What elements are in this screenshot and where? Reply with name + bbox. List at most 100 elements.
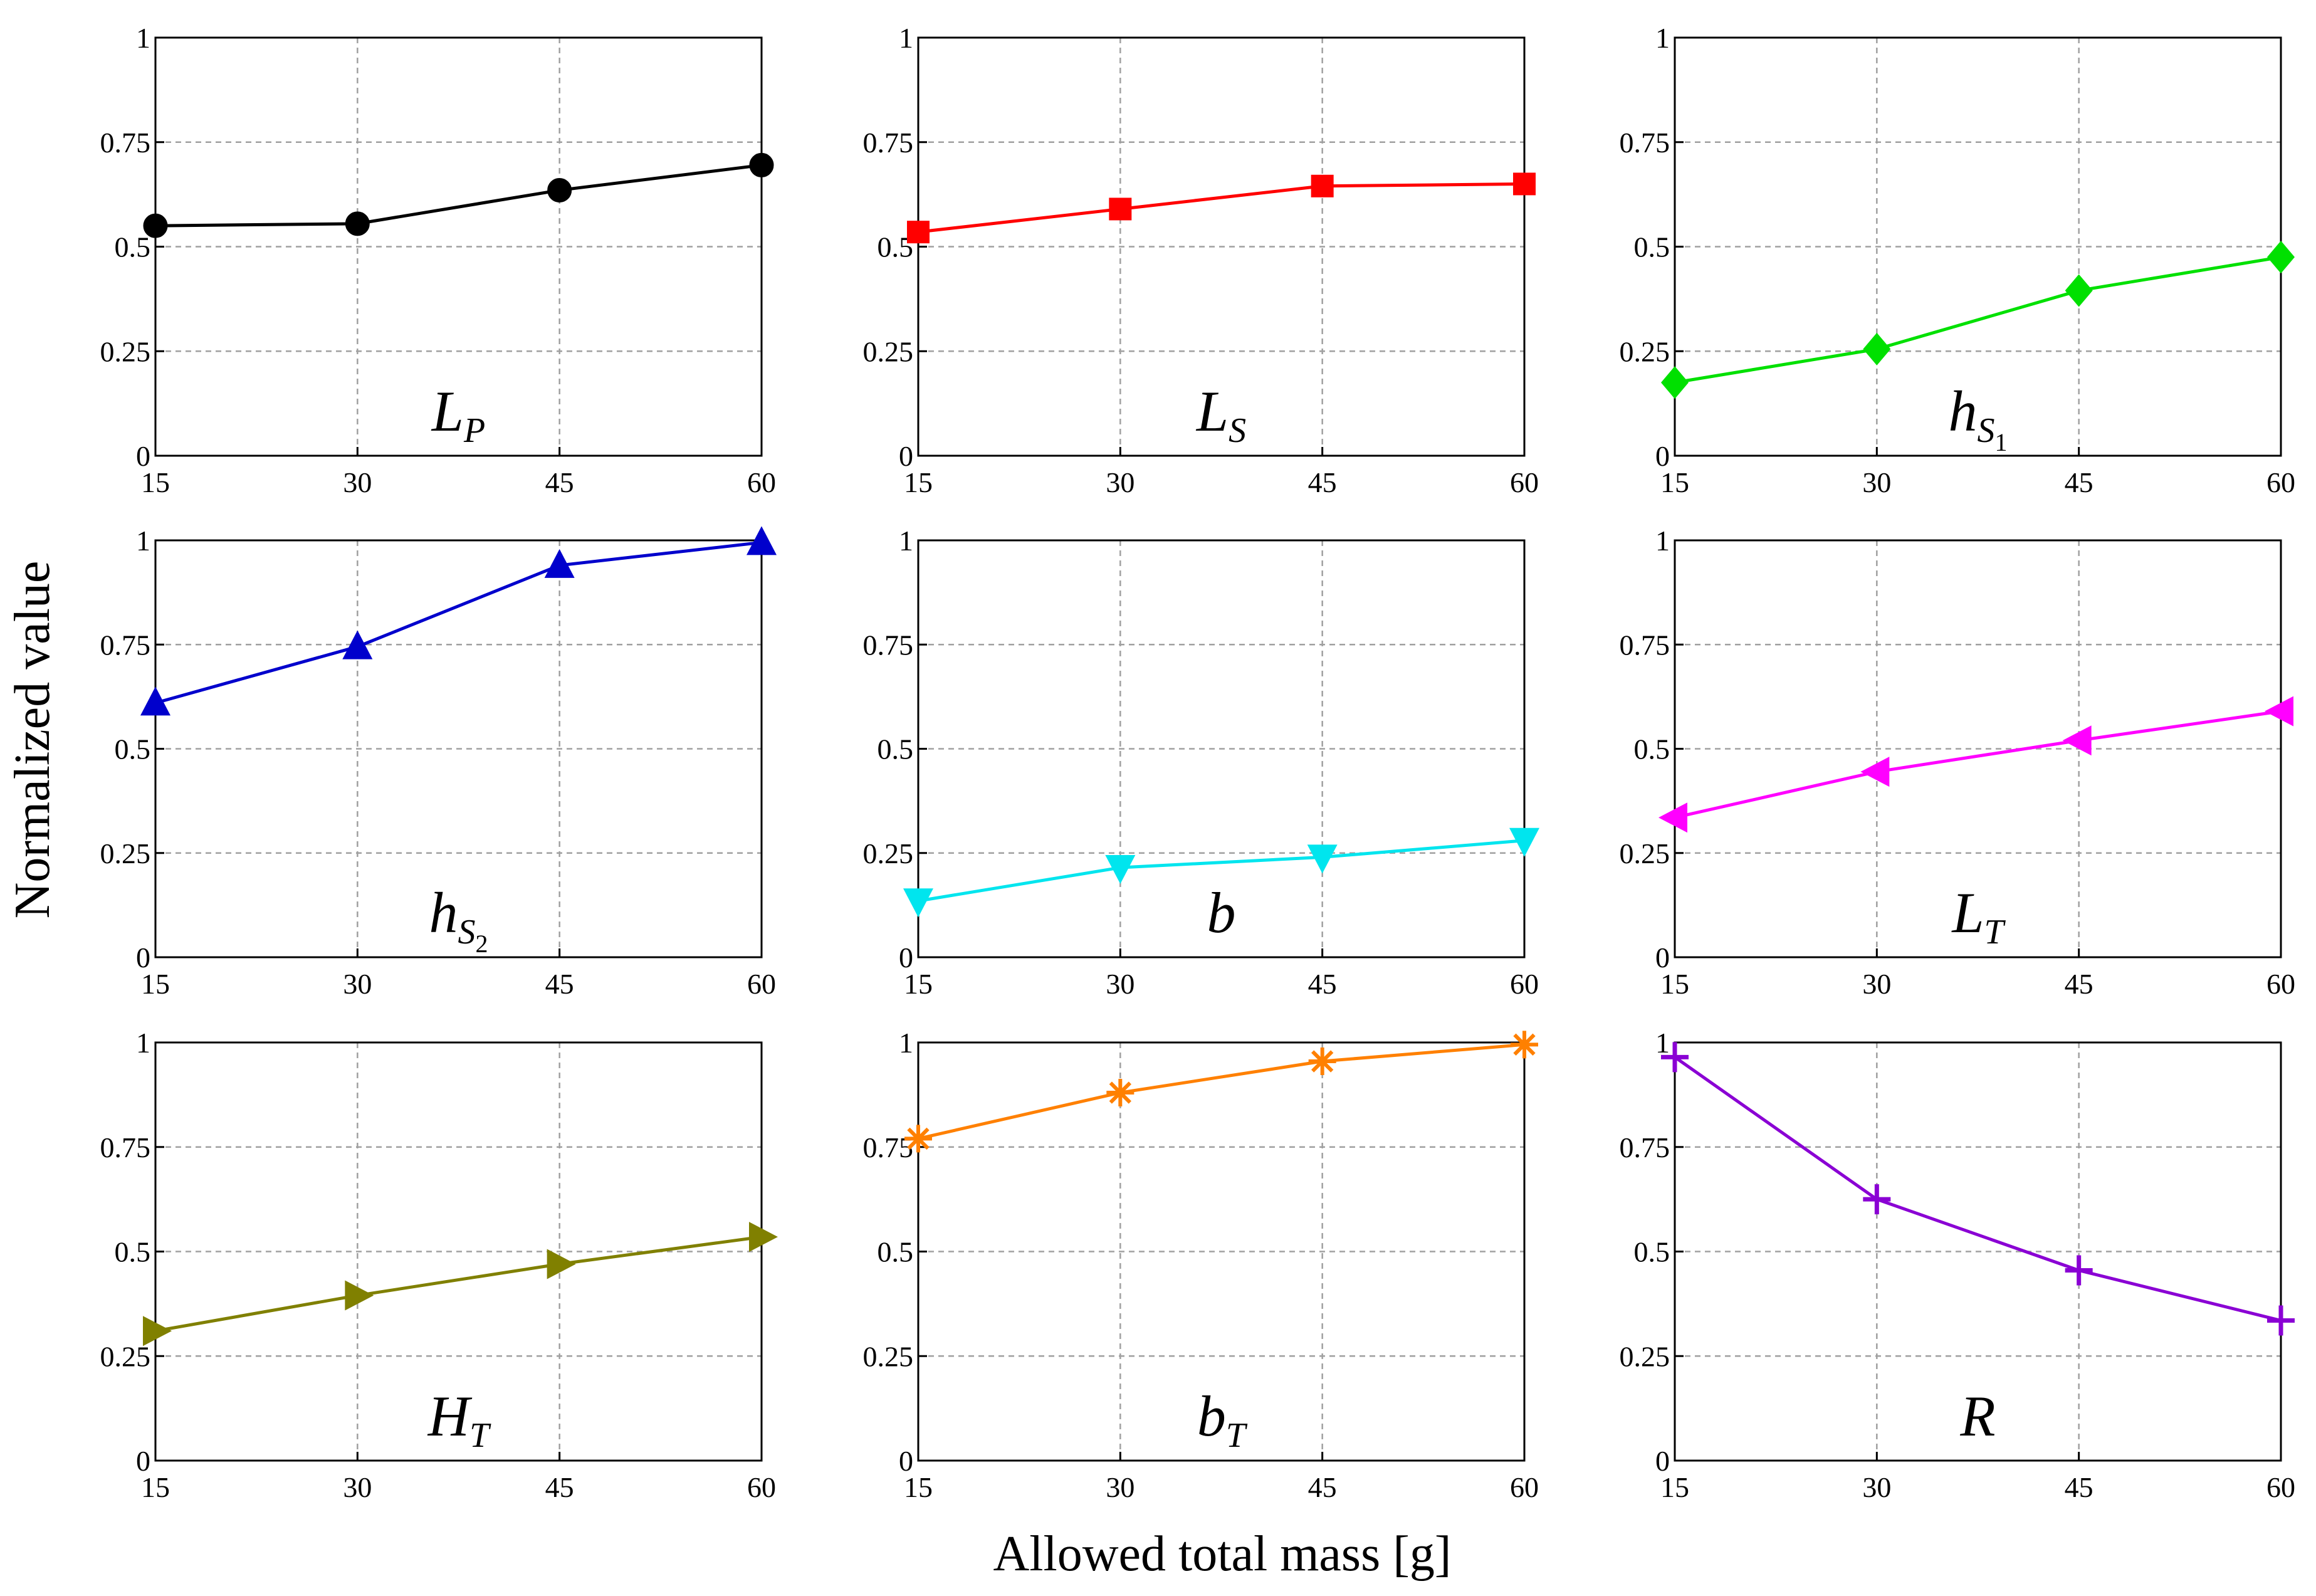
x-tick-label: 60	[747, 466, 776, 498]
x-tick-label: 45	[545, 968, 574, 1000]
data-point	[547, 177, 572, 202]
y-tick-label: 0.75	[1620, 629, 1670, 661]
data-point	[1513, 172, 1536, 196]
y-tick-label: 0.25	[100, 837, 151, 869]
panel-title-subscript: T	[1226, 1416, 1248, 1455]
x-tick-label: 30	[343, 968, 372, 1000]
y-tick-label: 0	[136, 440, 150, 472]
panel-title-main: H	[427, 1384, 473, 1448]
data-point	[1658, 802, 1687, 833]
series-line	[1674, 710, 2282, 819]
y-tick-label: 1	[136, 1027, 150, 1059]
y-tick-label: 0.75	[100, 629, 151, 661]
x-tick-label: 15	[1660, 1471, 1689, 1503]
x-tick-label: 30	[343, 466, 372, 498]
x-axis-label: Allowed total mass [g]	[993, 1526, 1452, 1582]
x-tick-label: 15	[904, 968, 933, 1000]
y-tick-label: 0.5	[115, 1236, 151, 1268]
x-tick-label: 45	[2065, 968, 2093, 1000]
y-tick-label: 0.25	[863, 335, 914, 367]
x-tick-label: 45	[1308, 1471, 1337, 1503]
panel-title-subscript: S	[1978, 411, 1995, 450]
x-tick-label: 30	[1106, 466, 1134, 498]
data-point	[1308, 1047, 1336, 1076]
data-point	[2265, 696, 2293, 727]
y-tick-label: 0.25	[863, 1340, 914, 1372]
panel-title-sub-subscript: 1	[1995, 428, 2008, 456]
series-line	[155, 1235, 762, 1333]
y-tick-label: 0.75	[863, 629, 914, 661]
x-tick-label: 30	[1106, 968, 1134, 1000]
panel-title-subscript: T	[1984, 913, 2006, 952]
data-point	[1105, 855, 1136, 885]
chart-panel-5: 0 0.25 0.5 0.75 1 15 30 45 60 b	[863, 525, 1539, 1000]
y-tick-label: 1	[1655, 22, 1670, 54]
x-tick-label: 30	[1862, 466, 1891, 498]
y-tick-label: 1	[136, 525, 150, 557]
x-tick-label: 45	[545, 1471, 574, 1503]
series-line	[155, 163, 762, 228]
panel-title: bT	[1197, 1384, 1248, 1455]
y-tick-label: 0	[136, 942, 150, 974]
y-tick-label: 0.5	[115, 733, 151, 765]
data-point	[143, 213, 168, 238]
panel-title-subscript: S	[1229, 411, 1246, 450]
y-tick-label: 0.5	[1634, 231, 1670, 263]
data-point	[907, 221, 930, 244]
x-tick-label: 60	[1510, 968, 1539, 1000]
data-point	[1109, 197, 1132, 221]
y-tick-label: 0	[899, 440, 913, 472]
x-tick-label: 15	[904, 466, 933, 498]
x-tick-label: 30	[1106, 1471, 1134, 1503]
x-tick-label: 60	[1510, 1471, 1539, 1503]
y-tick-label: 0.25	[100, 1340, 151, 1372]
chart-panel-6: 0 0.25 0.5 0.75 1 15 30 45 60 LT	[1620, 525, 2296, 1000]
data-point	[903, 888, 933, 918]
y-axis-label: Normalized value	[5, 561, 60, 919]
x-tick-label: 30	[343, 1471, 372, 1503]
x-tick-label: 60	[2266, 968, 2295, 1000]
data-point	[2267, 241, 2295, 274]
y-tick-label: 0.75	[100, 1131, 151, 1163]
x-tick-label: 30	[1862, 1471, 1891, 1503]
panel-title: R	[1959, 1384, 1995, 1448]
panel-title-main: b	[1197, 1384, 1226, 1448]
x-tick-label: 15	[141, 968, 170, 1000]
data-point	[1509, 827, 1539, 857]
data-point	[2062, 725, 2092, 756]
x-tick-label: 15	[141, 1471, 170, 1503]
y-tick-label: 0.75	[1620, 1131, 1670, 1163]
data-point	[904, 1125, 932, 1153]
data-point	[1661, 366, 1689, 399]
y-tick-label: 0.75	[863, 127, 914, 159]
data-point	[1307, 844, 1338, 874]
x-tick-label: 60	[2266, 466, 2295, 498]
data-point	[747, 526, 777, 555]
x-tick-label: 15	[904, 1471, 933, 1503]
y-tick-label: 0.25	[863, 837, 914, 869]
data-point	[1311, 174, 1334, 197]
data-point	[547, 1249, 576, 1279]
series-line	[1674, 255, 2282, 384]
data-point	[1860, 757, 1890, 787]
panel-title-subscript: P	[463, 411, 485, 450]
y-tick-label: 0.5	[878, 733, 914, 765]
series-line	[1674, 1056, 2282, 1322]
y-tick-label: 0.75	[1620, 127, 1670, 159]
x-tick-label: 45	[2065, 466, 2093, 498]
panel-title-main: L	[1195, 379, 1229, 443]
chart-panel-7: 0 0.25 0.5 0.75 1 15 30 45 60 HT	[100, 1027, 778, 1503]
y-tick-label: 1	[899, 1027, 913, 1059]
panel-title-main: R	[1959, 1384, 1995, 1448]
x-tick-label: 15	[141, 466, 170, 498]
y-tick-label: 0.75	[100, 127, 151, 159]
data-point	[2267, 1305, 2295, 1336]
y-tick-label: 0	[1655, 440, 1670, 472]
panel-title: LT	[1951, 881, 2006, 952]
panel-title-subscript: T	[469, 1416, 491, 1455]
y-tick-label: 0.5	[1634, 1236, 1670, 1268]
